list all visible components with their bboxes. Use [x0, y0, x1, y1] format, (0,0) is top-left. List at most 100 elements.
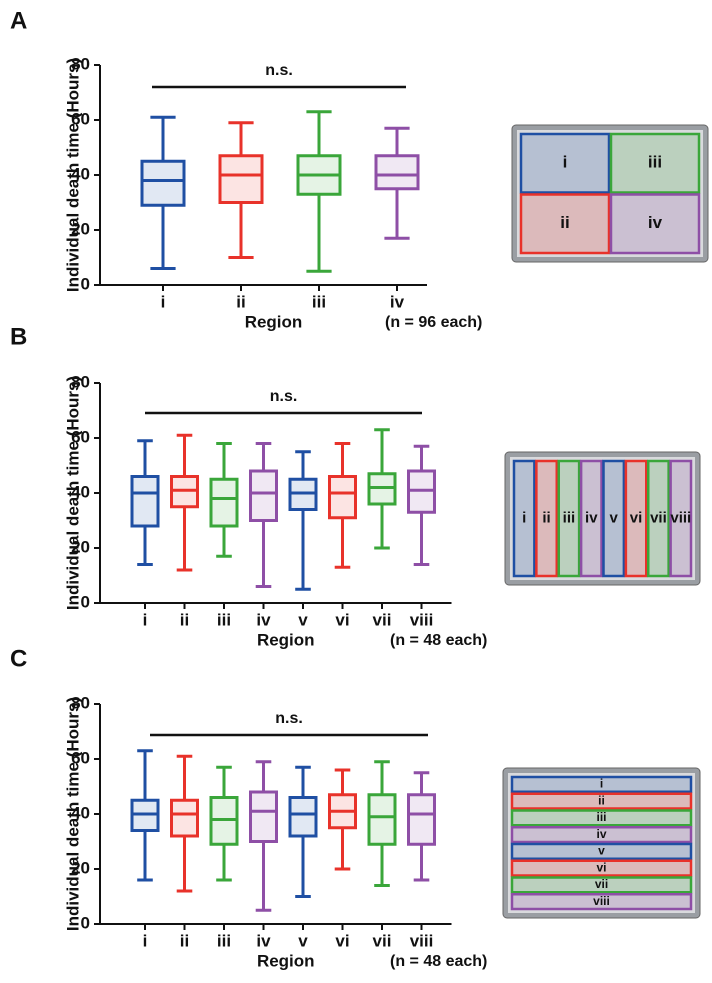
x-tick-label: ii — [180, 931, 189, 950]
x-tick-label: vii — [373, 610, 392, 629]
inset-label: iv — [585, 509, 598, 526]
y-tick-label: 0 — [81, 592, 90, 611]
y-axis-label: Individual death time (Hours) — [63, 697, 82, 931]
inset-region — [609, 193, 701, 255]
inset-region — [510, 809, 693, 827]
significance-label: n.s. — [265, 62, 293, 79]
significance-label: n.s. — [270, 388, 298, 405]
sample-note: (n = 48 each) — [390, 632, 487, 649]
box — [218, 154, 264, 204]
inset-label: iv — [596, 827, 606, 841]
x-tick-label: viii — [410, 610, 434, 629]
x-tick-label: iii — [312, 292, 326, 311]
inset-label: i — [600, 777, 603, 791]
x-tick-label: vi — [335, 931, 349, 950]
y-tick-label: 0 — [81, 274, 90, 293]
inset-region — [557, 459, 581, 578]
x-tick-label: viii — [410, 931, 434, 950]
x-tick-label: i — [143, 931, 148, 950]
box — [170, 798, 199, 838]
inset-label: viii — [670, 509, 691, 526]
inset-label: i — [522, 509, 526, 526]
x-tick-label: ii — [236, 292, 245, 311]
x-tick-label: ii — [180, 610, 189, 629]
inset-label: v — [610, 509, 619, 526]
inset-label: vi — [630, 509, 643, 526]
inset-label: i — [563, 153, 568, 172]
x-axis-label: Region — [245, 312, 303, 331]
panel-label: C — [10, 645, 27, 672]
inset-region — [579, 459, 603, 578]
panel-label: B — [10, 323, 27, 350]
inset-region — [510, 792, 693, 810]
inset-region — [669, 459, 693, 578]
significance-label: n.s. — [275, 710, 303, 727]
inset-label: viii — [593, 894, 610, 908]
inset-label: vii — [595, 877, 608, 891]
box — [209, 477, 239, 528]
inset-region — [519, 193, 611, 255]
y-tick-label: 0 — [81, 913, 90, 932]
inset-label: iii — [596, 810, 606, 824]
box — [328, 475, 357, 520]
inset-region — [519, 132, 611, 194]
y-axis-label: Individual death time (Hours) — [63, 58, 82, 292]
x-tick-label: v — [298, 610, 308, 629]
inset-region — [510, 775, 693, 793]
y-tick-label: 80 — [71, 372, 90, 391]
x-tick-label: iv — [256, 610, 271, 629]
y-tick-label: 60 — [71, 109, 90, 128]
x-axis-label: Region — [257, 630, 315, 649]
y-tick-label: 80 — [71, 693, 90, 712]
box — [130, 475, 160, 528]
inset-region — [512, 459, 536, 578]
sample-note: (n = 48 each) — [390, 953, 487, 970]
box — [374, 154, 420, 191]
inset-region — [624, 459, 648, 578]
inset-label: ii — [560, 213, 569, 232]
x-tick-label: i — [161, 292, 166, 311]
inset-label: v — [598, 844, 605, 858]
inset-region — [510, 876, 693, 894]
x-tick-label: vi — [335, 610, 349, 629]
x-axis-label: Region — [257, 951, 315, 970]
y-tick-label: 60 — [71, 427, 90, 446]
sample-note: (n = 96 each) — [385, 314, 482, 331]
y-axis-label: Individual death time (Hours) — [63, 376, 82, 610]
x-tick-label: iv — [256, 931, 271, 950]
box — [288, 796, 318, 838]
inset-region — [647, 459, 670, 578]
box — [249, 469, 278, 522]
y-tick-label: 40 — [71, 164, 90, 183]
inset-region — [609, 132, 701, 194]
box — [140, 159, 186, 207]
x-tick-label: v — [298, 931, 308, 950]
inset-region — [510, 859, 693, 877]
inset-region — [535, 459, 558, 578]
y-tick-label: 80 — [71, 54, 90, 73]
inset-label: iii — [563, 509, 576, 526]
inset-region — [510, 842, 693, 860]
y-tick-label: 20 — [71, 537, 90, 556]
inset-label: vi — [596, 860, 606, 874]
y-tick-label: 20 — [71, 219, 90, 238]
inset-region — [602, 459, 626, 578]
x-tick-label: vii — [373, 931, 392, 950]
inset-label: vii — [650, 509, 667, 526]
box — [367, 793, 397, 846]
y-tick-label: 20 — [71, 858, 90, 877]
y-tick-label: 40 — [71, 803, 90, 822]
inset-label: iv — [648, 213, 663, 232]
x-tick-label: iii — [217, 931, 231, 950]
y-tick-label: 40 — [71, 482, 90, 501]
inset-label: ii — [598, 793, 605, 807]
box — [407, 793, 436, 846]
y-tick-label: 60 — [71, 748, 90, 767]
box — [249, 790, 278, 843]
inset-region — [510, 893, 693, 911]
inset-label: ii — [542, 509, 550, 526]
x-tick-label: i — [143, 610, 148, 629]
inset-region — [510, 826, 693, 844]
x-tick-label: iv — [390, 292, 405, 311]
